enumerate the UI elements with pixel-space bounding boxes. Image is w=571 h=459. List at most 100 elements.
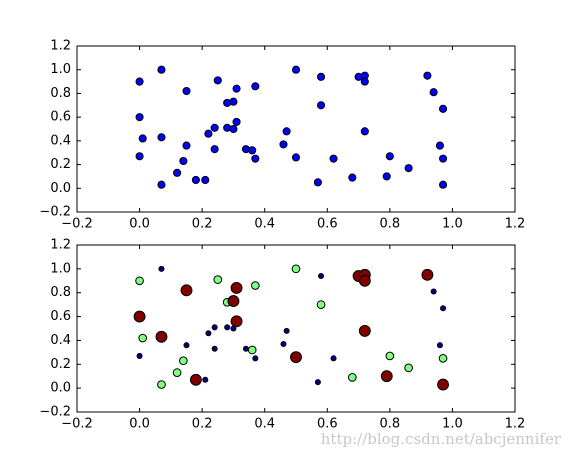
scatter-point: [180, 284, 193, 297]
scatter-point: [250, 281, 260, 290]
x-tick-label: 1.2: [505, 417, 526, 432]
scatter-point: [213, 275, 223, 284]
scatter-point: [279, 140, 288, 149]
y-tick-label: 0.2: [50, 157, 71, 172]
scatter-point: [330, 355, 337, 362]
scatter-point: [252, 355, 259, 362]
scatter-point: [251, 154, 260, 163]
scatter-point: [291, 264, 301, 274]
scatter-point: [291, 153, 301, 162]
scatter-point: [172, 368, 182, 377]
scatter-point: [358, 324, 371, 337]
y-tick-label: 0.0: [50, 381, 71, 396]
x-tick-label: 0.8: [380, 417, 401, 432]
scatter-point: [380, 370, 393, 383]
scatter-point: [438, 104, 448, 113]
scatter-point: [291, 65, 301, 74]
scatter-point: [232, 84, 241, 93]
x-tick-label: 0.0: [129, 217, 150, 232]
scatter-point: [404, 164, 413, 173]
scatter-point: [157, 65, 166, 74]
scatter-point: [313, 178, 322, 187]
scatter-point: [360, 127, 369, 136]
scatter-point: [347, 373, 357, 382]
scatter-point: [316, 72, 326, 81]
scatter-point: [157, 133, 166, 142]
scatter-point: [429, 88, 438, 97]
scatter-point: [242, 345, 249, 352]
scatter-point: [179, 356, 188, 366]
scatter-point: [314, 379, 321, 386]
scatter-point: [202, 376, 209, 383]
scatter-point: [435, 141, 444, 150]
axes-frame: [76, 45, 516, 213]
watermark: http://blog.csdn.net/abcjennifer: [321, 430, 562, 448]
x-tick-label: 1.2: [505, 217, 526, 232]
y-tick-label: 0.6: [50, 309, 71, 324]
scatter-point: [230, 282, 243, 294]
y-tick-label: 1.2: [50, 39, 71, 54]
scatter-point: [135, 113, 144, 122]
scatter-point: [205, 330, 212, 337]
x-tick-label: 0.6: [317, 417, 338, 432]
scatter-point: [157, 180, 166, 189]
scatter-point: [283, 327, 290, 334]
scatter-point: [191, 175, 200, 185]
scatter-point: [211, 345, 218, 352]
scatter-point: [157, 380, 166, 389]
scatter-point: [316, 101, 326, 110]
scatter-point: [421, 268, 434, 281]
scatter-point: [183, 342, 190, 349]
scatter-point: [282, 127, 291, 136]
scatter-point: [138, 333, 148, 343]
scatter-point: [224, 324, 231, 331]
scatter-point: [430, 288, 437, 295]
scatter-point: [229, 124, 238, 134]
x-tick-label: 0.6: [317, 217, 338, 232]
scatter-point: [438, 353, 448, 363]
y-tick-label: −0.2: [39, 405, 71, 420]
x-tick-label: 1.0: [442, 217, 463, 232]
y-tick-label: 0.8: [50, 86, 71, 101]
scatter-point: [358, 274, 371, 287]
x-tick-label: −0.2: [61, 417, 93, 432]
axes-frame: [76, 244, 516, 413]
scatter-point: [182, 86, 191, 96]
scatter-point: [155, 330, 168, 343]
x-tick-label: 0.0: [129, 417, 150, 432]
y-tick-label: −0.2: [39, 205, 71, 220]
scatter-point: [227, 295, 240, 308]
scatter-point: [210, 145, 219, 154]
scatter-point: [382, 172, 391, 181]
y-tick-label: 0.4: [50, 333, 71, 348]
scatter-point: [204, 129, 213, 138]
scatter-point: [232, 117, 241, 126]
y-tick-label: 0.2: [50, 357, 71, 372]
scatter-point: [138, 134, 147, 143]
y-tick-label: 1.0: [50, 62, 71, 77]
scatter-point: [230, 315, 243, 328]
x-tick-label: 0.2: [192, 217, 213, 232]
scatter-point: [385, 351, 395, 361]
scatter-point: [290, 351, 302, 364]
x-tick-label: 0.4: [254, 417, 275, 432]
scatter-point: [135, 77, 144, 86]
scatter-point: [247, 345, 257, 355]
scatter-point: [436, 342, 443, 349]
scatter-point: [136, 352, 143, 359]
y-tick-label: 1.0: [50, 261, 71, 276]
scatter-point: [211, 324, 218, 331]
scatter-point: [179, 156, 188, 166]
scatter-point: [133, 310, 146, 323]
scatter-point: [210, 123, 219, 132]
scatter-point: [423, 71, 432, 80]
scatter-point: [348, 173, 357, 182]
scatter-point: [404, 363, 413, 373]
scatter-point: [360, 77, 369, 86]
scatter-point: [213, 76, 222, 85]
scatter-point: [437, 378, 449, 391]
scatter-point: [251, 82, 260, 91]
scatter-point: [440, 305, 447, 312]
y-tick-label: 0.4: [50, 133, 71, 148]
